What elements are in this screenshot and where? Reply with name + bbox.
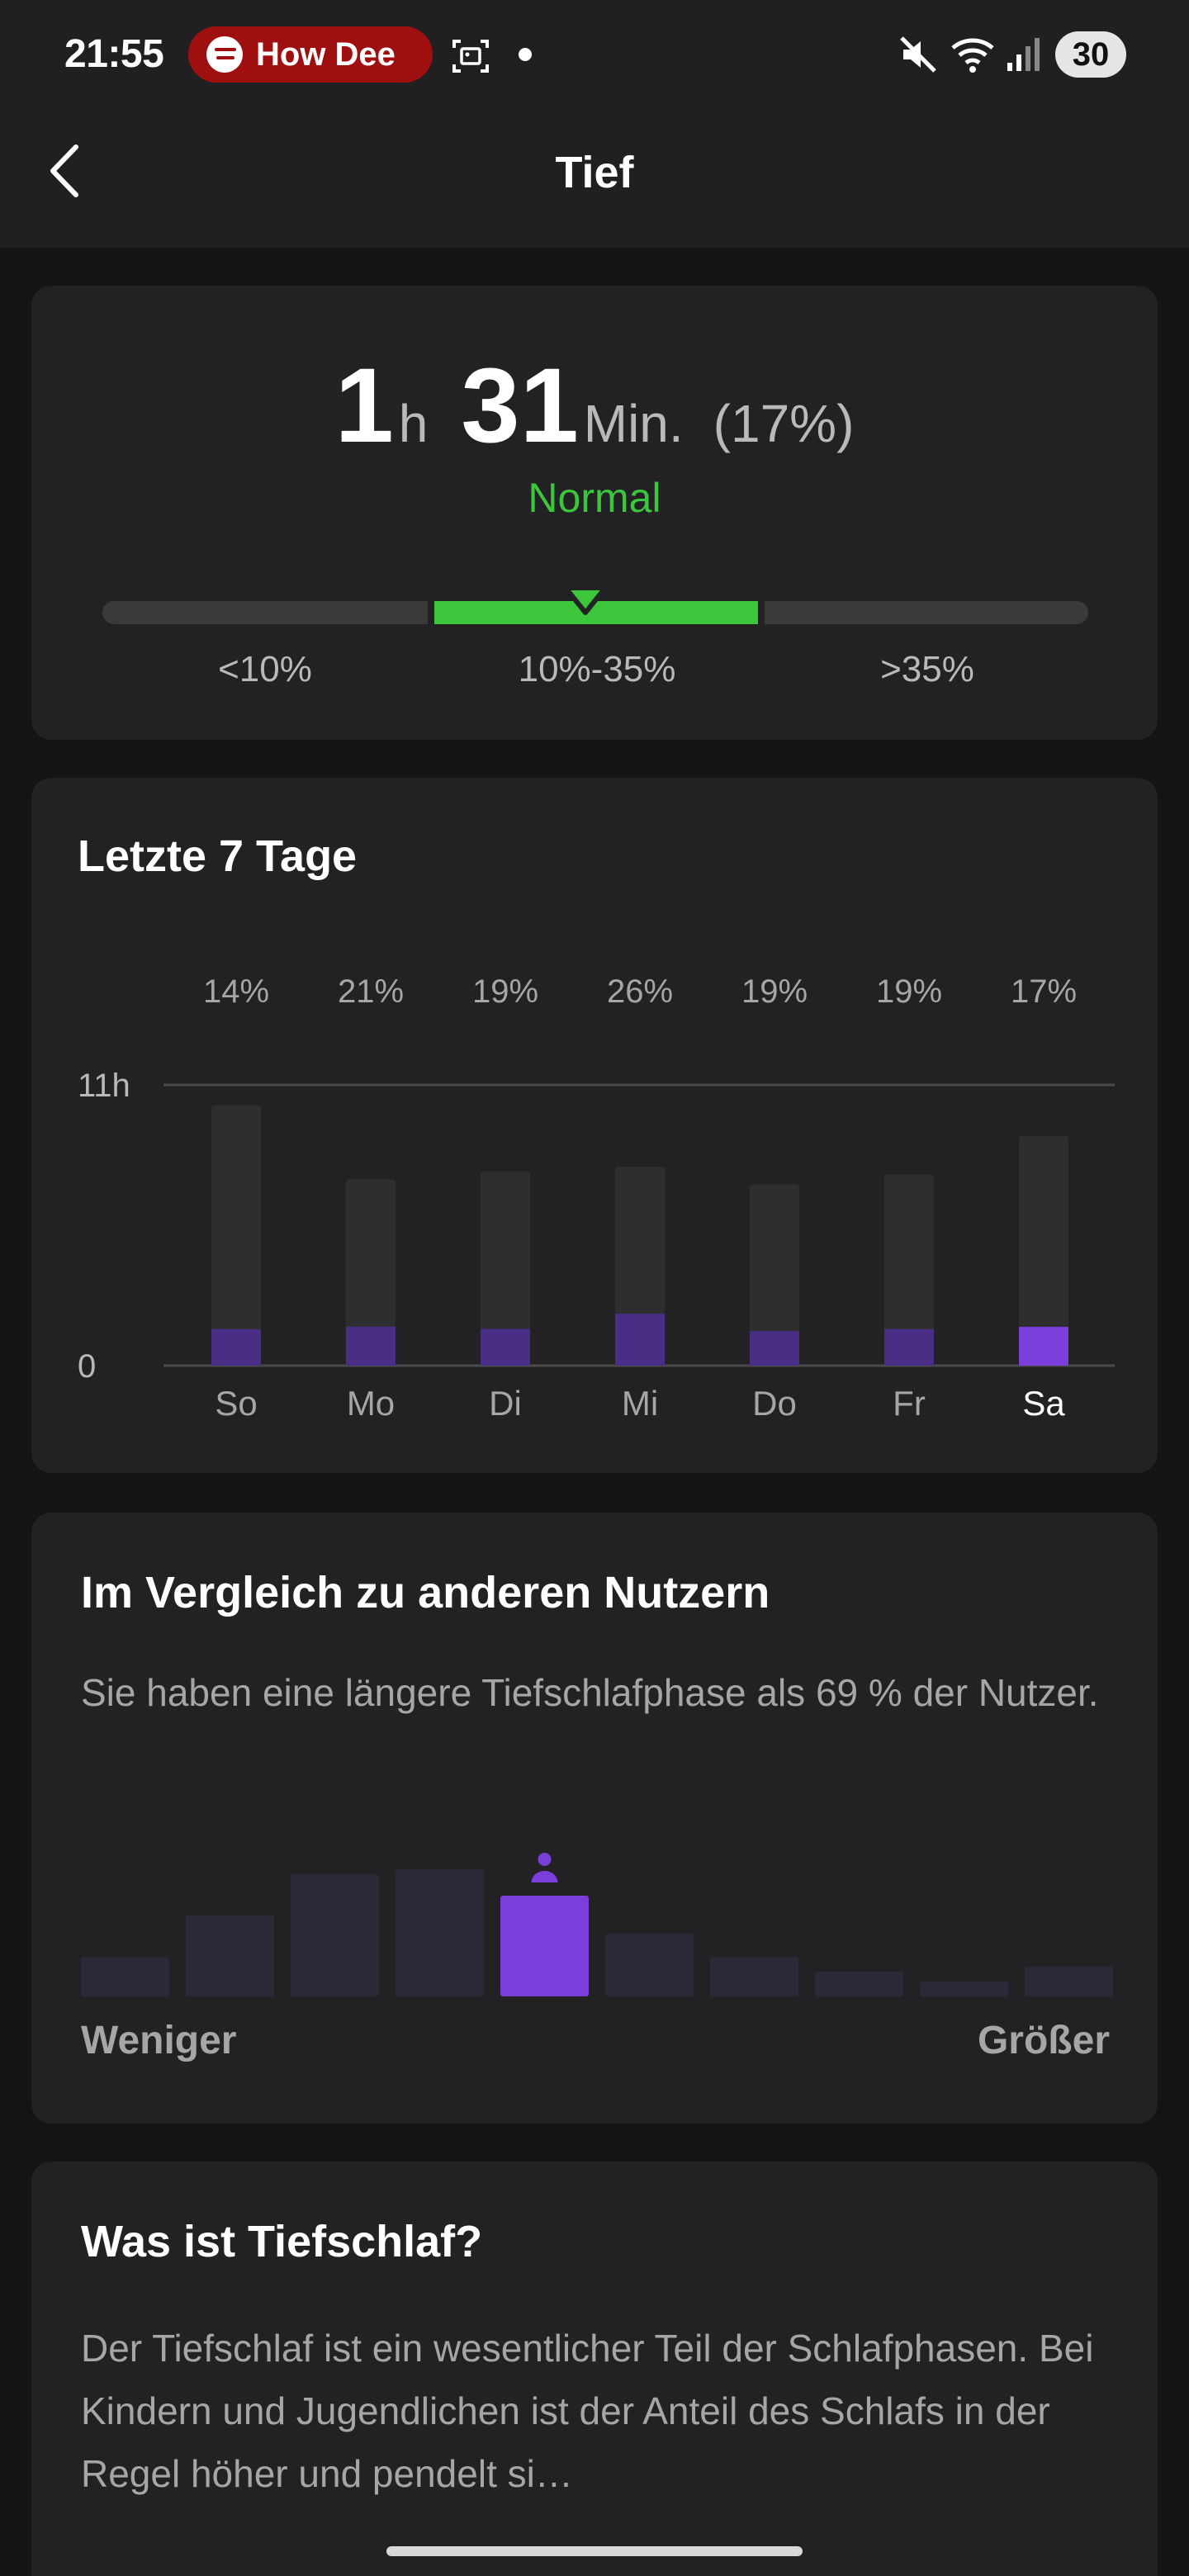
bar-total xyxy=(211,1105,261,1366)
weekly-title: Letzte 7 Tage xyxy=(78,831,358,881)
range-segment-normal xyxy=(434,601,758,624)
bar-deep xyxy=(481,1328,530,1366)
percent-label: 26% xyxy=(607,973,673,1010)
percent-value: (17%) xyxy=(713,394,855,453)
range-marker-icon xyxy=(563,585,608,615)
app-header xyxy=(0,112,1189,248)
range-label-high: >35% xyxy=(880,649,974,689)
percent-label: 17% xyxy=(1011,973,1077,1010)
status-label: Normal xyxy=(528,475,661,521)
bar-deep xyxy=(211,1328,261,1366)
x-tick-label[interactable]: Sa xyxy=(1022,1384,1065,1423)
distribution-bar-user xyxy=(500,1896,589,1996)
bar-total xyxy=(1019,1135,1068,1366)
bar-deep xyxy=(884,1328,934,1366)
hours-value: 1 xyxy=(334,347,394,465)
x-tick-label[interactable]: Fr xyxy=(893,1384,926,1423)
percent-label: 19% xyxy=(741,973,808,1010)
weekly-bar-chart: 0 11h 14% So 21% Mo 19% Di 26% Mi 19% Do 19% Fr 17% Sa xyxy=(78,973,1115,1423)
distribution-bar xyxy=(81,1957,169,1996)
signal-icon xyxy=(1007,38,1040,71)
bar-deep xyxy=(750,1331,799,1366)
distribution-bar xyxy=(920,1982,1008,1996)
page-title: Tief xyxy=(555,148,634,197)
media-pill[interactable]: How Dee xyxy=(188,26,433,83)
distribution-bar xyxy=(291,1874,379,1996)
percent-label: 19% xyxy=(876,973,942,1010)
range-label-low: <10% xyxy=(218,649,312,689)
y-tick-label: 0 xyxy=(78,1348,96,1385)
x-tick-label[interactable]: Do xyxy=(752,1384,797,1423)
chevron-left-icon[interactable] xyxy=(46,142,83,200)
percent-label: 19% xyxy=(472,973,538,1010)
battery-icon: 30 xyxy=(1055,31,1126,78)
range-bar xyxy=(31,601,1158,624)
x-tick-label[interactable]: Di xyxy=(489,1384,522,1423)
mute-icon xyxy=(900,36,936,73)
spotify-icon xyxy=(206,36,243,73)
screenshot-icon xyxy=(452,40,489,73)
distribution-bar xyxy=(605,1934,694,1996)
bar-deep xyxy=(346,1326,396,1366)
media-text: How Dee xyxy=(256,36,396,73)
distribution-bar xyxy=(186,1915,274,1996)
range-segment-high xyxy=(765,601,1088,624)
bar-total xyxy=(750,1184,799,1366)
compare-text: Sie haben eine längere Tiefschlafphase a… xyxy=(81,1671,1099,1714)
minutes-unit: Min. xyxy=(583,394,684,453)
x-tick-label[interactable]: So xyxy=(215,1384,257,1423)
info-title: Was ist Tiefschlaf? xyxy=(81,2217,483,2266)
compare-card: Im Vergleich zu anderen Nutzern Sie habe… xyxy=(31,1513,1158,2124)
compare-title: Im Vergleich zu anderen Nutzern xyxy=(81,1568,770,1617)
percent-label: 21% xyxy=(338,973,404,1010)
duration-display: 1h 31Min. (17%) xyxy=(31,345,1158,466)
distribution-label-left: Weniger xyxy=(81,2019,237,2062)
bar-total xyxy=(346,1179,396,1366)
info-card[interactable]: Was ist Tiefschlaf? Der Tiefschlaf ist e… xyxy=(31,2162,1158,2576)
wifi-icon xyxy=(951,38,994,73)
distribution-bar xyxy=(396,1869,484,1996)
weekly-card: Letzte 7 Tage 0 11h 14% So 21% Mo 19% Di 26% Mi 19… xyxy=(31,778,1158,1473)
summary-card: 1h 31Min. (17%) Normal <10% 10%-35% >35% xyxy=(31,286,1158,740)
percent-label: 14% xyxy=(203,973,269,1010)
range-segment-low xyxy=(102,601,428,624)
home-indicator[interactable] xyxy=(386,2546,803,2556)
distribution-bar xyxy=(815,1972,903,1996)
distribution-label-right: Größer xyxy=(977,2019,1110,2062)
distribution-bar xyxy=(1025,1967,1113,1996)
person-icon xyxy=(531,1853,558,1882)
dot-icon xyxy=(519,48,532,61)
y-tick-label: 11h xyxy=(78,1068,130,1104)
hours-unit: h xyxy=(398,394,429,453)
minutes-value: 31 xyxy=(461,347,579,465)
bar-deep xyxy=(1019,1327,1068,1366)
distribution-bar xyxy=(710,1957,798,1996)
bar-total xyxy=(884,1174,934,1366)
distribution-chart xyxy=(81,1853,1113,1996)
x-tick-label[interactable]: Mo xyxy=(347,1384,395,1423)
x-tick-label[interactable]: Mi xyxy=(622,1384,658,1423)
bar-total xyxy=(481,1172,530,1366)
bar-deep xyxy=(615,1314,665,1366)
range-label-normal: 10%-35% xyxy=(518,649,676,689)
info-text: Der Tiefschlaf ist ein wesentlicher Teil… xyxy=(81,2327,1094,2495)
status-time: 21:55 xyxy=(64,32,164,76)
